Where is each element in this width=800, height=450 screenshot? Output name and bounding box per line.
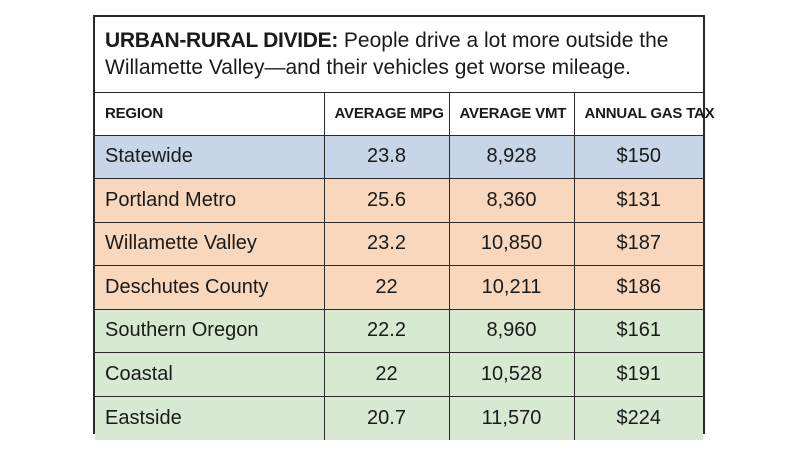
headline-text: People drive a lot more outside the Will… bbox=[105, 29, 669, 79]
mpg-cell: 23.2 bbox=[323, 221, 450, 266]
tax-cell: $161 bbox=[573, 308, 703, 353]
mpg-cell: 22.2 bbox=[323, 308, 450, 353]
table-frame: URBAN-RURAL DIVIDE: People drive a lot m… bbox=[93, 15, 715, 440]
headline-kicker: URBAN-RURAL DIVIDE: bbox=[105, 29, 339, 52]
vmt-cell: 8,960 bbox=[448, 308, 575, 353]
vmt-cell: 10,850 bbox=[448, 221, 575, 266]
mpg-cell: 22 bbox=[323, 265, 450, 310]
region-cell: Southern Oregon bbox=[95, 308, 325, 353]
tax-cell: $131 bbox=[573, 178, 703, 223]
region-cell: Deschutes County bbox=[95, 265, 325, 310]
mpg-cell: 23.8 bbox=[323, 134, 450, 179]
tax-cell: $191 bbox=[573, 352, 703, 397]
column-header-region: REGION bbox=[95, 93, 325, 136]
mpg-cell: 25.6 bbox=[323, 178, 450, 223]
column-header-tax: ANNUAL GAS TAX bbox=[573, 93, 715, 136]
tax-cell: $187 bbox=[573, 221, 703, 266]
vmt-cell: 10,211 bbox=[448, 265, 575, 310]
table-row: Coastal 22 10,528 $191 bbox=[95, 352, 703, 397]
region-cell: Statewide bbox=[95, 134, 325, 179]
mpg-cell: 22 bbox=[323, 352, 450, 397]
vmt-cell: 8,360 bbox=[448, 178, 575, 223]
table-body: Statewide 23.8 8,928 $150 Portland Metro 25.6… bbox=[95, 134, 703, 440]
column-header-vmt: AVERAGE VMT bbox=[448, 93, 575, 136]
region-cell: Coastal bbox=[95, 352, 325, 397]
table-row: Deschutes County 22 10,211 $186 bbox=[95, 265, 703, 310]
vmt-cell: 10,528 bbox=[448, 352, 575, 397]
header-row: REGION AVERAGE MPG AVERAGE VMT ANNUAL GA… bbox=[95, 93, 715, 136]
mpg-cell: 20.7 bbox=[323, 395, 450, 440]
column-header-mpg: AVERAGE MPG bbox=[323, 93, 450, 136]
data-table: REGION AVERAGE MPG AVERAGE VMT ANNUAL GA… bbox=[95, 93, 715, 440]
region-cell: Willamette Valley bbox=[95, 221, 325, 266]
region-cell: Portland Metro bbox=[95, 178, 325, 223]
tax-cell: $150 bbox=[573, 134, 703, 179]
table-row: Willamette Valley 23.2 10,850 $187 bbox=[95, 221, 703, 266]
table-row: Eastside 20.7 11,570 $224 bbox=[95, 395, 703, 440]
vmt-cell: 8,928 bbox=[448, 134, 575, 179]
table-row: Portland Metro 25.6 8,360 $131 bbox=[95, 178, 703, 223]
tax-cell: $186 bbox=[573, 265, 703, 310]
table-row: Southern Oregon 22.2 8,960 $161 bbox=[95, 308, 703, 353]
table-row: Statewide 23.8 8,928 $150 bbox=[95, 134, 703, 179]
vmt-cell: 11,570 bbox=[448, 395, 575, 440]
tax-cell: $224 bbox=[573, 395, 703, 440]
region-cell: Eastside bbox=[95, 395, 325, 440]
table-headline: URBAN-RURAL DIVIDE: People drive a lot m… bbox=[95, 17, 703, 93]
